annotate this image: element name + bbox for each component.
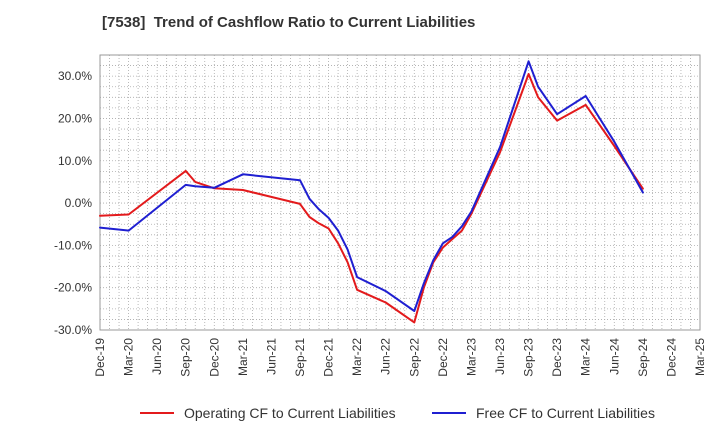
legend: Operating CF to Current Liabilities Free… [0, 405, 720, 425]
x-tick-label: Mar-24 [579, 338, 593, 376]
x-tick-label: Jun-22 [379, 338, 393, 375]
x-tick-label: Mar-25 [693, 338, 707, 376]
y-tick-label: 20.0% [58, 111, 92, 125]
grid [99, 54, 701, 331]
x-tick-label: Sep-23 [522, 338, 536, 377]
x-tick-label: Dec-23 [550, 338, 564, 377]
x-tick-label: Dec-24 [664, 338, 678, 377]
x-tick-label: Dec-22 [436, 338, 450, 377]
legend-label-free-cf: Free CF to Current Liabilities [476, 405, 655, 421]
y-axis: 30.0% 20.0% 10.0% 0.0% -10.0% -20.0% -30.0% [54, 69, 92, 337]
legend-swatch-free-cf [432, 412, 466, 414]
x-tick-label: Sep-24 [636, 338, 650, 377]
legend-item-free-cf: Free CF to Current Liabilities [432, 405, 655, 421]
x-tick-label: Mar-22 [350, 338, 364, 376]
legend-swatch-operating-cf [140, 412, 174, 414]
x-tick-label: Dec-20 [207, 338, 221, 377]
y-tick-label: -20.0% [54, 281, 92, 295]
legend-label-operating-cf: Operating CF to Current Liabilities [184, 405, 396, 421]
x-tick-label: Mar-23 [464, 338, 478, 376]
x-axis: Dec-19 Mar-20 Jun-20 Sep-20 Dec-20 Mar-21 Jun-… [93, 338, 707, 377]
x-tick-label: Dec-21 [322, 338, 336, 377]
x-tick-label: Sep-22 [407, 338, 421, 377]
x-tick-label: Jun-24 [607, 338, 621, 375]
y-tick-label: -10.0% [54, 238, 92, 252]
x-tick-label: Jun-23 [493, 338, 507, 375]
y-tick-label: -30.0% [54, 323, 92, 337]
y-tick-label: 30.0% [58, 69, 92, 83]
series-line-operating-cf [99, 73, 644, 324]
chart-title: [7538] Trend of Cashflow Ratio to Curren… [102, 14, 476, 31]
x-tick-label: Jun-21 [264, 338, 278, 375]
x-tick-label: Jun-20 [150, 338, 164, 375]
plot-area-frame [99, 54, 701, 331]
legend-item-operating-cf: Operating CF to Current Liabilities [140, 405, 396, 421]
y-tick-label: 10.0% [58, 154, 92, 168]
x-tick-label: Mar-21 [236, 338, 250, 376]
y-tick-label: 0.0% [65, 196, 93, 210]
series-line-free-cf [99, 60, 644, 312]
x-tick-label: Sep-21 [293, 338, 307, 377]
series-lines [99, 60, 644, 324]
x-tick-label: Sep-20 [179, 338, 193, 377]
x-tick-label: Mar-20 [122, 338, 136, 376]
x-tick-label: Dec-19 [93, 338, 107, 377]
